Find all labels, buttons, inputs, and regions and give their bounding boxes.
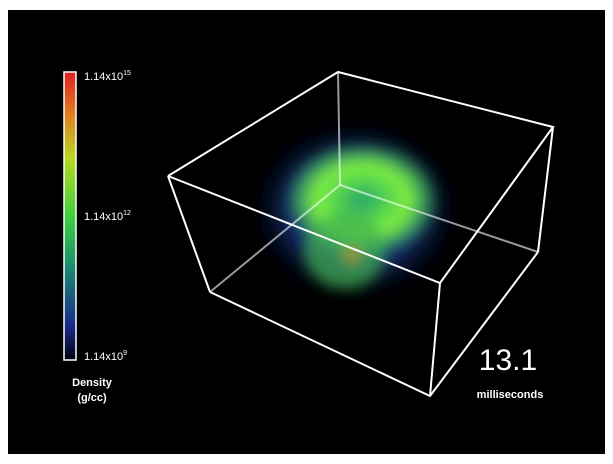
tick-exponent: 15 (123, 70, 131, 77)
page: {"colorbar": {"ticks": [{"base": "1.14x1… (0, 0, 613, 464)
tick-exponent: 9 (123, 350, 127, 357)
tick-base: 1.14x10 (84, 71, 123, 83)
tick-base: 1.14x10 (84, 351, 123, 363)
colorbar (64, 72, 76, 360)
tick-base: 1.14x10 (84, 211, 123, 223)
time-value: 13.1 (479, 344, 537, 377)
visualization: 1.14x10151.14x10121.14x109 Density (g/cc… (0, 0, 613, 464)
tick-exponent: 12 (123, 210, 131, 217)
colorbar-unit: (g/cc) (77, 392, 107, 404)
colorbar-label: Density (72, 377, 113, 389)
colorbar-tick-label: 1.14x109 (84, 350, 127, 363)
density-cloud (245, 115, 465, 305)
time-unit: milliseconds (477, 389, 544, 401)
